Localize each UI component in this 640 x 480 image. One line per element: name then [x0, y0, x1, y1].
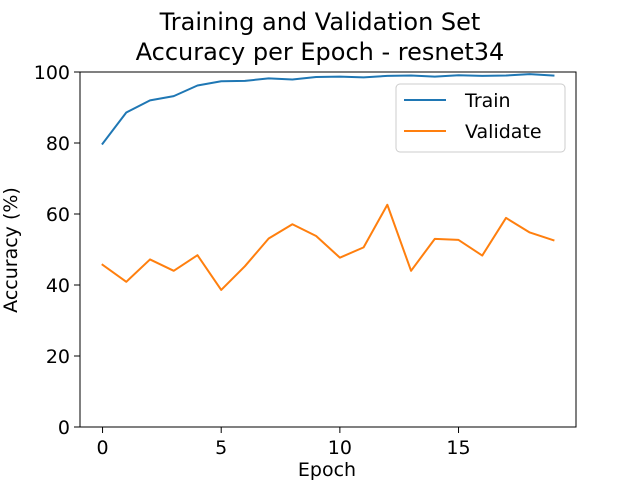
y-tick-label: 100 — [34, 62, 70, 84]
chart-title-line-1: Training and Validation Set — [159, 8, 481, 36]
y-axis-ticks: 0 20 40 60 80 100 — [34, 62, 80, 439]
y-tick-label: 80 — [46, 133, 70, 155]
x-axis-ticks: 0 5 10 15 — [96, 427, 471, 459]
y-tick-label: 40 — [46, 275, 70, 297]
x-tick-label: 5 — [215, 437, 227, 459]
chart-title-line-2: Accuracy per Epoch - resnet34 — [136, 38, 505, 66]
plot-area-frame — [79, 71, 577, 428]
x-tick-label: 15 — [446, 437, 470, 459]
x-tick-label: 0 — [96, 437, 108, 459]
legend-label-train: Train — [464, 90, 511, 112]
legend-label-validate: Validate — [465, 121, 542, 143]
series-line-validate — [101, 203, 555, 291]
series-line-train — [101, 73, 555, 146]
x-axis-label: Epoch — [298, 459, 356, 480]
y-tick-label: 60 — [46, 204, 70, 226]
y-tick-label: 0 — [58, 417, 70, 439]
legend: Train Validate — [395, 83, 566, 153]
x-tick-label: 10 — [328, 437, 352, 459]
y-axis-label: Accuracy (%) — [0, 187, 22, 313]
y-tick-label: 20 — [46, 346, 70, 368]
series-lines — [101, 73, 555, 291]
